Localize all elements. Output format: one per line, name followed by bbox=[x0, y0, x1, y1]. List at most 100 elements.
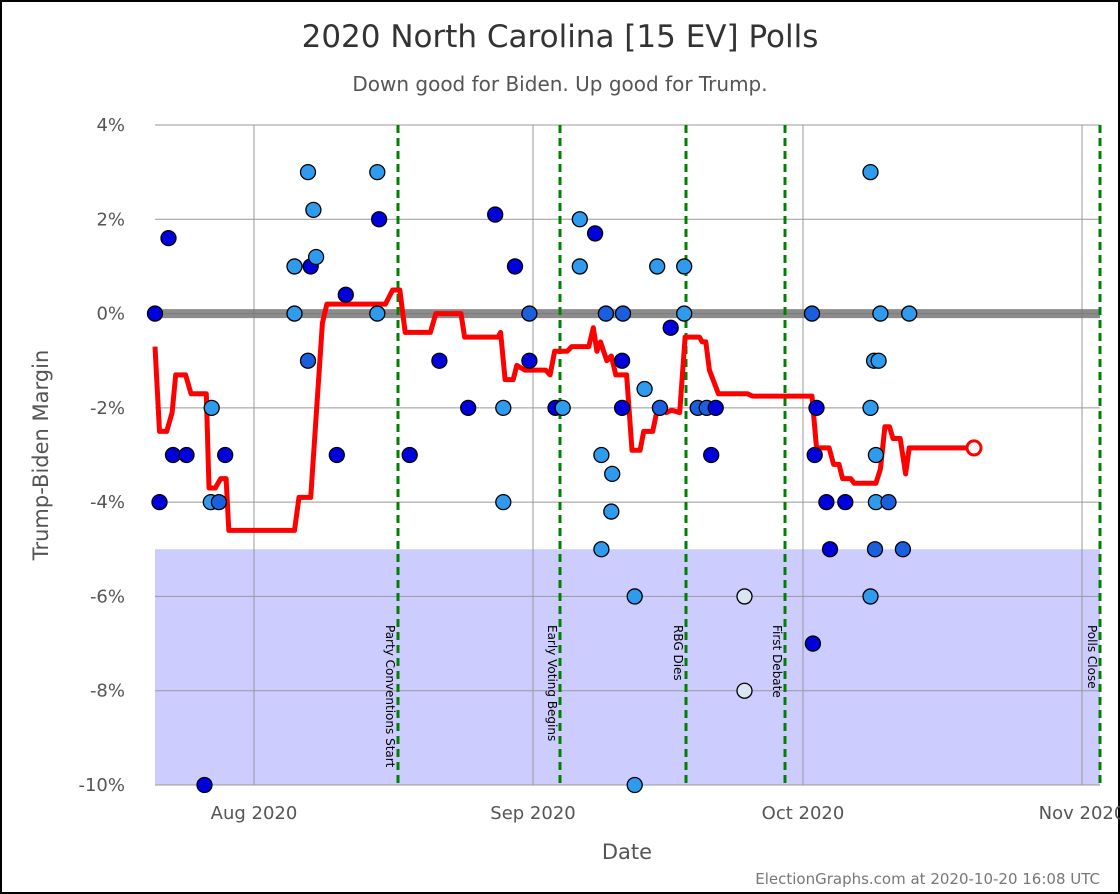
poll-point bbox=[369, 305, 386, 322]
y-axis-label: Trump-Biden Margin bbox=[29, 350, 53, 562]
poll-point bbox=[151, 493, 168, 511]
poll-point bbox=[521, 352, 538, 369]
poll-point bbox=[571, 211, 588, 228]
poll-point bbox=[460, 399, 477, 417]
poll-point bbox=[804, 635, 822, 652]
y-tick-label: 4% bbox=[96, 115, 125, 136]
x-tick-label: Oct 2020 bbox=[762, 803, 845, 824]
poll-point bbox=[614, 305, 632, 322]
poll-point bbox=[651, 399, 669, 417]
poll-point bbox=[880, 493, 897, 511]
poll-point bbox=[160, 229, 177, 247]
poll-point bbox=[867, 446, 885, 464]
poll-point bbox=[586, 225, 604, 242]
poll-point bbox=[901, 305, 918, 322]
poll-point bbox=[636, 380, 653, 398]
y-tick-label: -6% bbox=[90, 586, 125, 607]
y-tick-label: -2% bbox=[90, 398, 125, 419]
chart-title: 2020 North Carolina [15 EV] Polls bbox=[302, 19, 819, 55]
x-tick-label: Nov 2020 bbox=[1039, 803, 1120, 824]
credit-text: ElectionGraphs.com at 2020-10-20 16:08 U… bbox=[755, 870, 1100, 888]
poll-point bbox=[286, 258, 303, 275]
poll-point bbox=[299, 352, 317, 369]
poll-point bbox=[626, 776, 643, 794]
poll-point bbox=[862, 399, 879, 417]
poll-point bbox=[286, 305, 303, 322]
poll-point bbox=[370, 211, 388, 228]
y-tick-label: -8% bbox=[90, 681, 125, 702]
poll-point bbox=[736, 588, 753, 605]
shaded-region-layer bbox=[155, 549, 1100, 785]
poll-point bbox=[305, 201, 322, 219]
poll-point bbox=[872, 305, 889, 322]
poll-point bbox=[837, 493, 854, 511]
poll-point bbox=[307, 248, 325, 266]
poll-point bbox=[593, 446, 610, 464]
poll-point bbox=[369, 163, 386, 181]
shaded-region bbox=[155, 549, 1100, 785]
event-label: RBG Dies bbox=[671, 625, 685, 681]
events-layer: Party Conventions Start Early Voting Begi… bbox=[383, 125, 1102, 785]
poll-point bbox=[164, 446, 182, 464]
poll-point bbox=[593, 541, 610, 558]
y-tick-label: 2% bbox=[96, 209, 125, 230]
poll-point bbox=[554, 399, 571, 417]
poll-point bbox=[328, 446, 345, 464]
poll-point bbox=[662, 319, 679, 336]
poll-point bbox=[604, 465, 621, 483]
poll-point bbox=[495, 493, 512, 511]
poll-point bbox=[649, 258, 666, 275]
poll-point bbox=[870, 352, 887, 369]
average-layer bbox=[152, 287, 983, 533]
event-label: First Debate bbox=[770, 625, 784, 698]
poll-point bbox=[866, 541, 884, 558]
event-label: Party Conventions Start bbox=[383, 625, 397, 768]
average-line bbox=[152, 287, 974, 533]
poll-point bbox=[603, 503, 620, 520]
poll-point bbox=[178, 446, 195, 464]
poll-point bbox=[808, 399, 825, 417]
poll-point bbox=[613, 352, 631, 369]
poll-point bbox=[736, 682, 753, 699]
poll-point bbox=[431, 352, 448, 369]
poll-point bbox=[571, 258, 588, 275]
ticks-layer: 4% 2% 0% -2% -4% -6% -8% -10% Aug 2020 Sep 2020 Oc… bbox=[78, 115, 1120, 824]
event-label: Early Voting Begins bbox=[545, 625, 559, 741]
poll-point bbox=[821, 541, 839, 558]
x-axis-label: Date bbox=[602, 840, 652, 864]
poll-point bbox=[862, 588, 879, 605]
poll-point bbox=[146, 305, 164, 322]
poll-point bbox=[495, 399, 512, 417]
poll-point bbox=[894, 541, 912, 558]
poll-point bbox=[806, 446, 823, 464]
poll-point bbox=[703, 446, 720, 464]
poll-point bbox=[862, 163, 879, 181]
poll-point bbox=[521, 305, 538, 322]
poll-point bbox=[203, 399, 220, 417]
poll-point bbox=[401, 446, 418, 464]
x-tick-label: Aug 2020 bbox=[211, 803, 298, 824]
y-tick-label: -4% bbox=[90, 492, 125, 513]
points-layer bbox=[146, 163, 918, 794]
poll-point bbox=[818, 493, 835, 511]
poll-point bbox=[337, 286, 354, 303]
y-tick-label: -10% bbox=[78, 775, 125, 796]
poll-point bbox=[803, 305, 821, 322]
poll-point bbox=[506, 258, 524, 275]
poll-point bbox=[613, 399, 631, 417]
poll-point bbox=[299, 163, 317, 181]
poll-point bbox=[626, 588, 643, 605]
poll-point bbox=[196, 776, 213, 794]
poll-point bbox=[210, 493, 228, 511]
poll-point bbox=[676, 258, 693, 275]
event-label: Polls Close bbox=[1085, 625, 1099, 689]
average-end-marker bbox=[965, 439, 983, 457]
poll-point bbox=[597, 305, 615, 322]
poll-point bbox=[487, 206, 504, 223]
chart-subtitle: Down good for Biden. Up good for Trump. bbox=[352, 72, 767, 96]
poll-point bbox=[707, 399, 724, 417]
y-tick-label: 0% bbox=[96, 304, 125, 325]
poll-point bbox=[217, 446, 234, 464]
poll-point bbox=[676, 305, 693, 322]
